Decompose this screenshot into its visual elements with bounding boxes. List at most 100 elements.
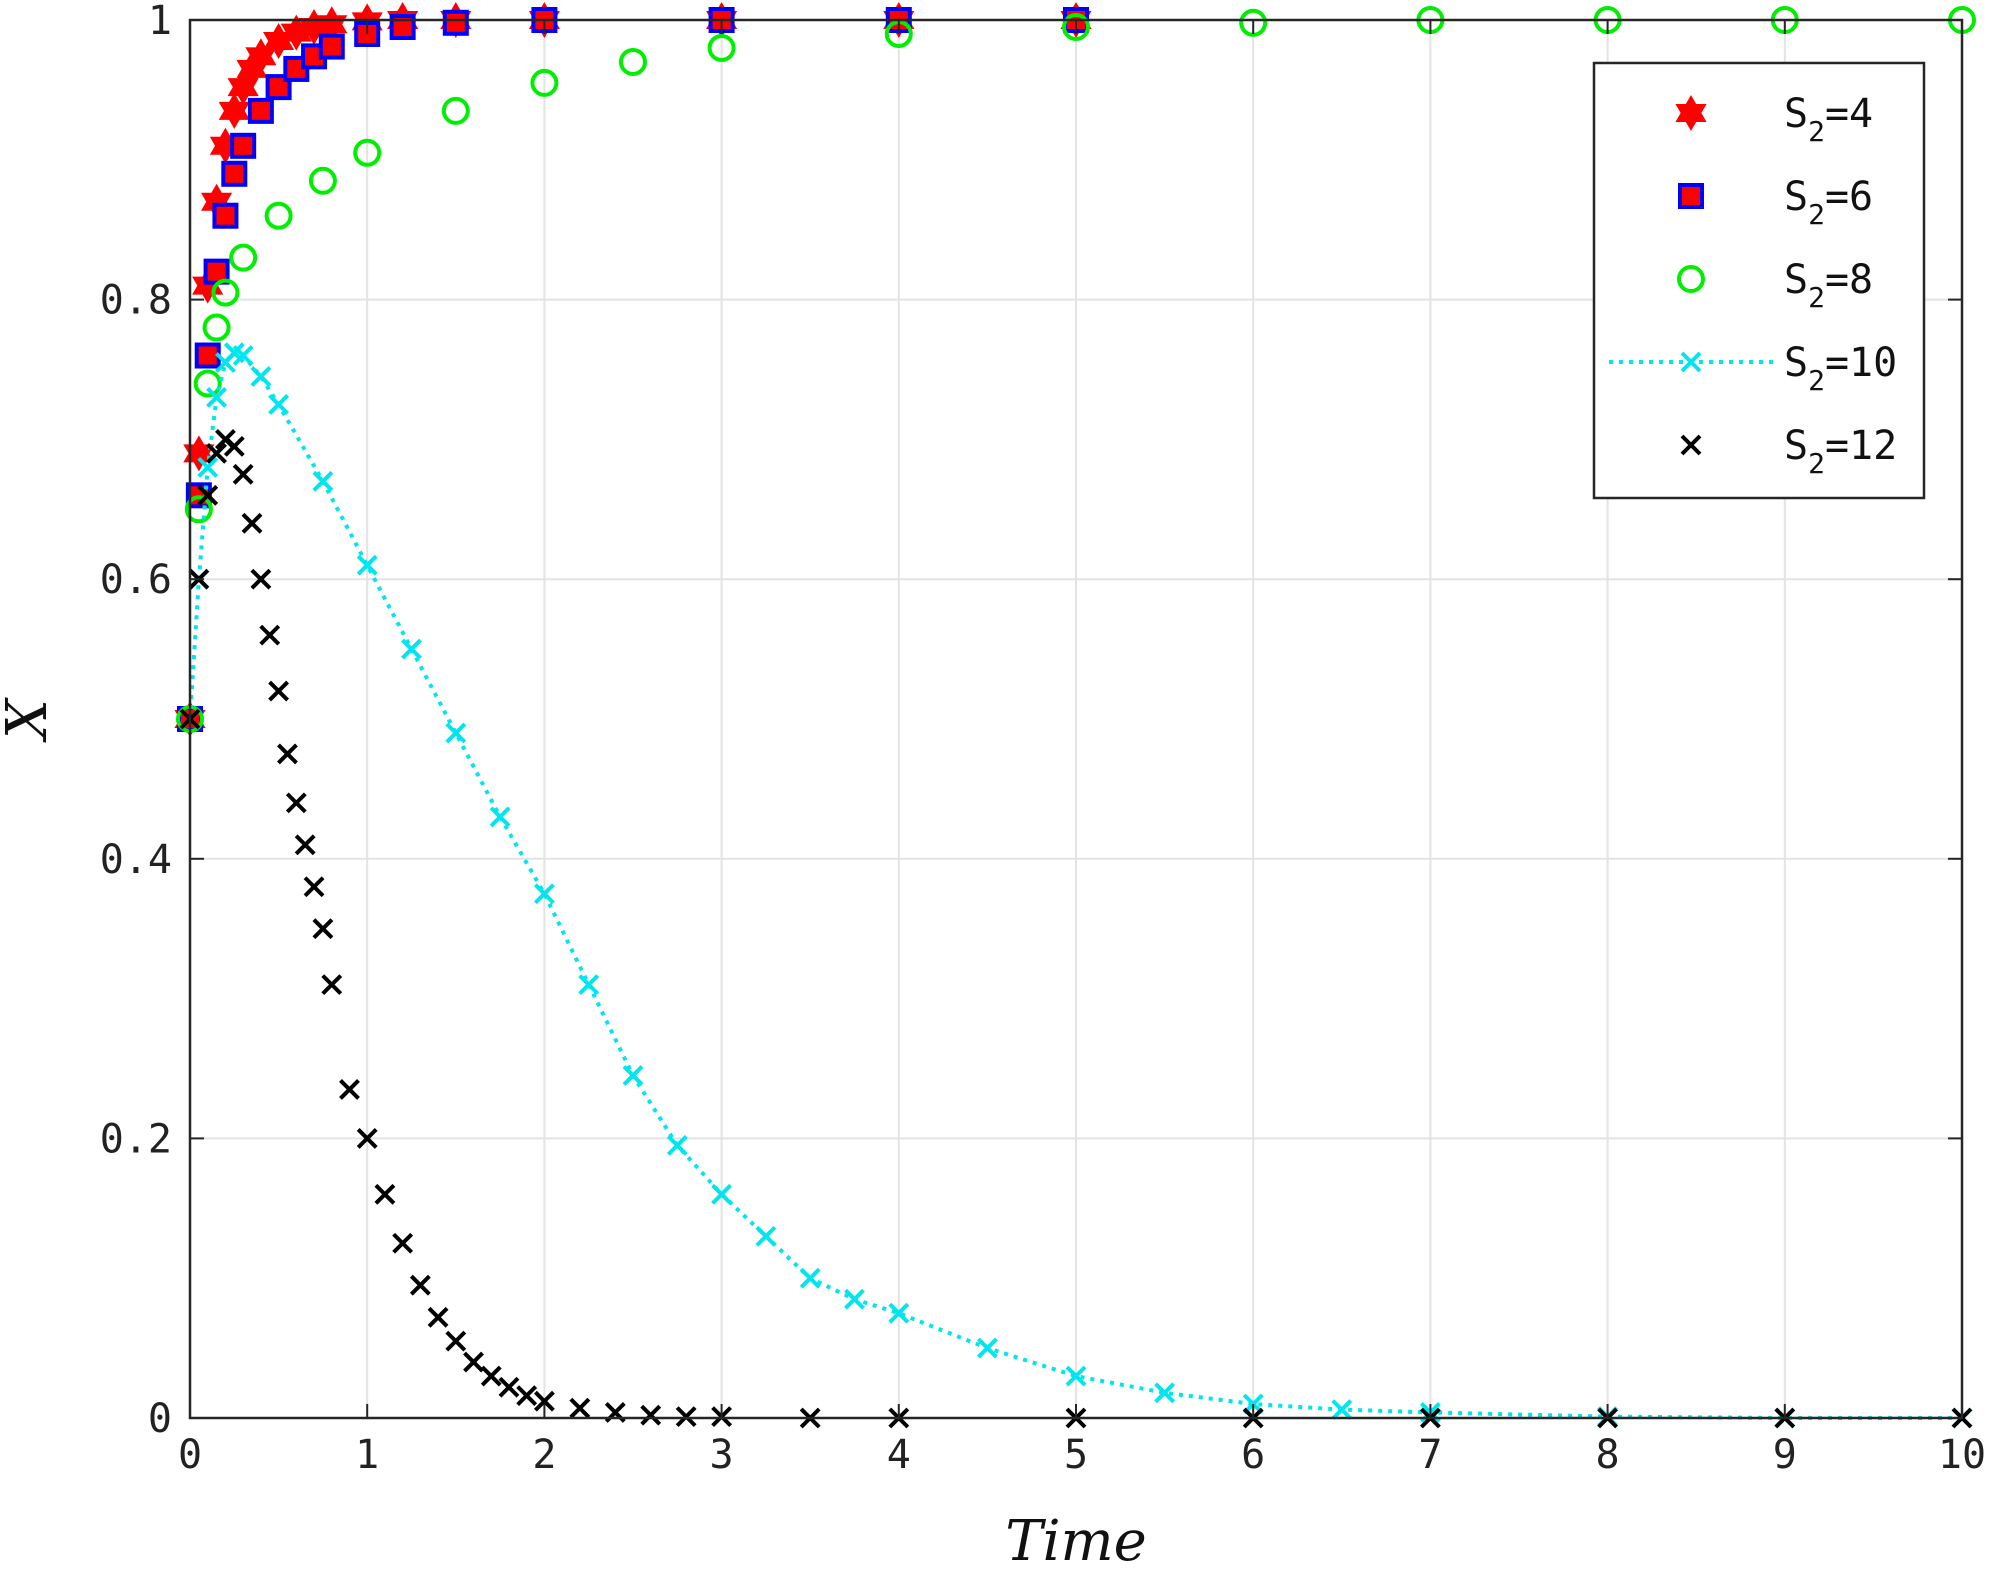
legend-item: S2=8 (1677, 257, 1873, 314)
data-point (353, 138, 382, 167)
y-tick-label: 1 (148, 0, 172, 44)
data-point (441, 96, 470, 125)
data-point (183, 435, 215, 472)
legend-marker (1678, 183, 1704, 209)
data-point (303, 876, 325, 898)
legend-box (1592, 61, 1926, 500)
data-point (401, 638, 422, 660)
x-axis-label: Time (1005, 1509, 1147, 1569)
data-point (321, 974, 343, 996)
data-point (285, 792, 307, 814)
legend-item: S2=4 (1675, 91, 1873, 148)
data-point (445, 722, 467, 744)
data-point (339, 1079, 360, 1100)
data-point (666, 1134, 688, 1156)
data-point (259, 624, 281, 646)
data-point (1239, 8, 1268, 37)
legend-label-tail: =8 (1825, 257, 1873, 303)
data-point (202, 313, 231, 342)
data-point (206, 442, 227, 464)
data-point (312, 918, 334, 940)
data-point (976, 1337, 998, 1359)
data-point (619, 47, 647, 76)
data-point (445, 1330, 467, 1352)
x-tick-label: 8 (1596, 1432, 1620, 1478)
legend-label: S2=10 (1784, 340, 1897, 397)
data-point (193, 369, 222, 398)
legend-label-sub: 2 (1808, 447, 1825, 480)
legend-label: S2=4 (1784, 91, 1873, 148)
data-point (232, 463, 254, 485)
data-point (1065, 1365, 1087, 1387)
data-point (221, 160, 248, 187)
legend-label: S2=12 (1784, 423, 1897, 480)
data-point (356, 1127, 378, 1149)
data-point (516, 1385, 538, 1407)
data-point (427, 1306, 449, 1328)
data-point (389, 13, 416, 40)
data-point (530, 68, 559, 97)
data-point (250, 568, 272, 590)
legend-label: S2=8 (1784, 257, 1873, 314)
data-point (184, 495, 213, 524)
data-point (247, 97, 274, 124)
data-point (711, 1183, 733, 1205)
legend-label-sub: 2 (1808, 281, 1825, 314)
legend-label-sub: 2 (1808, 198, 1825, 231)
data-point (578, 974, 600, 996)
data-point (356, 554, 378, 576)
data-point (1331, 1399, 1353, 1421)
data-point (212, 202, 239, 229)
data-point (498, 1376, 520, 1398)
legend-label-base: S (1784, 91, 1808, 137)
data-point (312, 470, 334, 492)
data-point (264, 201, 293, 230)
data-point (229, 243, 258, 272)
data-point (277, 743, 298, 765)
data-point (211, 278, 240, 307)
legend-marker (1675, 94, 1707, 132)
data-point (230, 132, 257, 159)
data-point (844, 1288, 865, 1310)
legend-item: S2=6 (1678, 174, 1873, 231)
legend-label-base: S (1784, 174, 1808, 220)
data-point (206, 387, 227, 408)
data-point (640, 1404, 662, 1426)
legend-label-tail: =4 (1825, 91, 1873, 137)
axis-ticks: 0 1 2 3 4 5 6 7 8 9 10 0 0.2 0.4 0.6 0.8 1 (100, 0, 1986, 1478)
legend-item: S2=12 (1680, 423, 1897, 480)
legend-label-base: S (1784, 257, 1808, 303)
x-tick-label: 10 (1938, 1432, 1986, 1478)
data-point (533, 1390, 555, 1412)
x-tick-label: 4 (887, 1432, 911, 1478)
data-point (232, 345, 254, 366)
y-tick-label: 0.4 (100, 837, 172, 883)
y-tick-label: 0.8 (100, 278, 172, 324)
legend-marker (1680, 434, 1702, 456)
x-tick-label: 1 (355, 1432, 379, 1478)
data-point (308, 166, 337, 195)
data-point (1062, 12, 1090, 41)
data-point (409, 1274, 431, 1296)
data-point (197, 484, 219, 506)
data-point (675, 1406, 697, 1428)
data-point (888, 1302, 910, 1324)
data-point (223, 435, 245, 457)
data-point (1154, 1382, 1176, 1404)
x-tick-label: 3 (710, 1432, 734, 1478)
x-tick-label: 7 (1418, 1432, 1442, 1478)
data-point (194, 342, 221, 369)
x-tick-label: 6 (1241, 1432, 1265, 1478)
data-point (569, 1397, 591, 1419)
data-point (489, 806, 511, 828)
data-point (463, 1351, 484, 1373)
x-tick-label: 2 (532, 1432, 556, 1478)
x-tick-label: 0 (178, 1432, 202, 1478)
legend-label-base: S (1784, 340, 1808, 386)
data-point (799, 1267, 821, 1289)
legend-marker (1680, 351, 1702, 373)
legend-label-tail: =12 (1825, 423, 1897, 469)
data-point (294, 834, 316, 856)
